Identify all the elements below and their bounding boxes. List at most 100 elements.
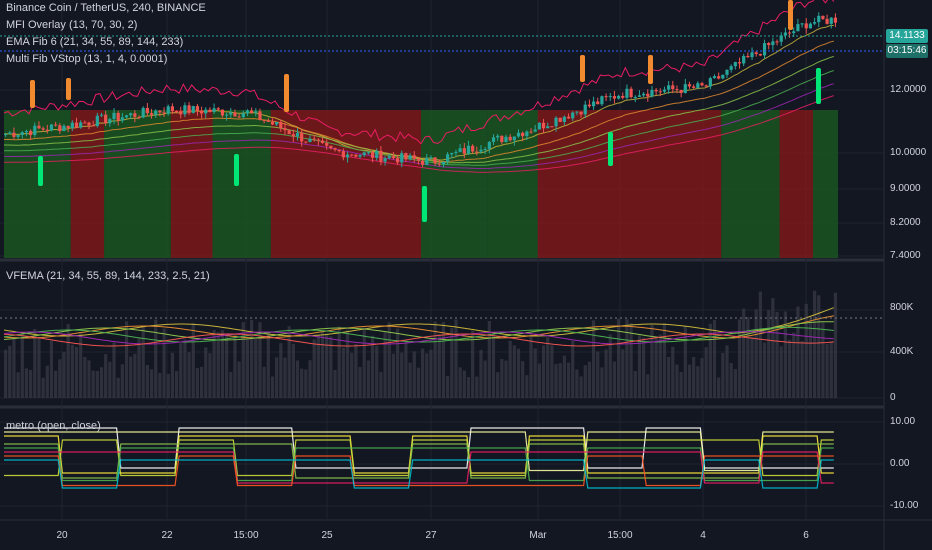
volume-bar	[400, 352, 404, 398]
candle-body	[771, 41, 775, 46]
indicator-mfi-overlay[interactable]: MFI Overlay (13, 70, 30, 2)	[6, 19, 138, 31]
candle-body	[308, 138, 312, 143]
volume-bar	[579, 376, 583, 398]
time-tick: Mar	[529, 530, 547, 541]
sell-signal-bar	[422, 186, 427, 222]
volume-bar	[541, 345, 546, 398]
candle-body	[287, 130, 291, 135]
volume-bar	[74, 347, 79, 398]
candle-body	[812, 22, 817, 24]
symbol-title[interactable]: Binance Coin / TetherUS, 240, BINANCE	[6, 2, 206, 14]
volume-bar	[337, 326, 341, 398]
candle-body	[170, 106, 174, 111]
volume-bar	[654, 337, 658, 398]
candle-body	[341, 151, 345, 158]
volume-bar	[58, 359, 62, 398]
candle-body	[95, 115, 99, 127]
candle-body	[500, 135, 504, 143]
candle-body	[767, 43, 771, 46]
candle-body	[433, 157, 437, 164]
candle-body	[216, 108, 220, 110]
volume-bar	[183, 339, 187, 398]
indicator-multi-fib-vstop[interactable]: Multi Fib VStop (13, 1, 4, 0.0001)	[6, 53, 168, 65]
volume-bar	[275, 357, 279, 398]
candle-body	[796, 24, 800, 32]
volume-bar	[742, 308, 746, 398]
volume-bar	[145, 364, 149, 398]
metro-tick: 10.00	[890, 416, 916, 427]
indicator-ema-fib[interactable]: EMA Fib 6 (21, 34, 55, 89, 144, 233)	[6, 36, 184, 48]
candle-body	[629, 88, 633, 98]
volume-bar	[500, 358, 504, 398]
candle-body	[733, 62, 737, 67]
volume-bar	[104, 354, 108, 398]
candle-body	[525, 131, 529, 137]
volume-bar	[195, 367, 200, 398]
volume-bar	[462, 370, 466, 398]
indicator-metro[interactable]: metro (open, close)	[6, 420, 101, 432]
volume-bar	[362, 327, 366, 398]
volume-bar	[220, 330, 225, 398]
volume-bar	[370, 335, 375, 398]
candle-body	[104, 114, 108, 124]
candle-body	[250, 110, 254, 113]
volume-bar	[37, 337, 41, 398]
volume-bar	[712, 320, 717, 398]
candle-body	[658, 91, 662, 93]
volume-bar	[312, 339, 316, 398]
candle-body	[195, 106, 200, 111]
volume-bar	[174, 371, 179, 398]
candle-body	[79, 122, 83, 128]
candle-body	[437, 163, 441, 165]
volume-bar	[421, 348, 425, 398]
volume-bar	[99, 367, 104, 398]
volume-bar	[733, 369, 737, 398]
candle-body	[737, 62, 742, 64]
volume-bar	[179, 343, 183, 398]
candle-body	[479, 149, 483, 152]
volume-bar	[466, 377, 471, 398]
volume-bar	[612, 361, 617, 398]
candle-body	[370, 152, 375, 158]
volume-bar	[558, 363, 562, 398]
candle-body	[637, 95, 642, 97]
volume-bar	[212, 329, 216, 398]
volume-bar	[229, 372, 233, 398]
volume-bar	[350, 352, 354, 398]
volume-bar	[129, 356, 133, 398]
candle-body	[550, 126, 554, 128]
volume-bar	[120, 364, 124, 398]
candle-body	[4, 134, 8, 136]
volume-bar	[54, 370, 58, 398]
candle-body	[337, 149, 341, 152]
volume-bar	[446, 375, 450, 398]
candle-body	[687, 84, 692, 87]
indicator-vfema[interactable]: VFEMA (21, 34, 55, 89, 144, 233, 2.5, 21…	[6, 270, 210, 282]
signal-zone	[537, 110, 722, 258]
volume-bar	[529, 331, 533, 398]
volume-bar	[537, 363, 541, 398]
volume-bar	[124, 321, 129, 398]
candle-body	[787, 32, 792, 34]
volume-bar	[516, 348, 521, 398]
volume-tick: 800K	[890, 302, 914, 313]
candle-body	[91, 125, 95, 127]
candle-body	[204, 109, 208, 114]
volume-bar	[287, 326, 291, 398]
candle-body	[325, 143, 329, 146]
candle-body	[283, 128, 287, 131]
candle-body	[491, 137, 496, 142]
candle-body	[429, 157, 433, 159]
volume-bar	[133, 353, 137, 398]
volume-bar	[358, 367, 362, 398]
volume-bar	[191, 322, 195, 398]
volume-bar	[725, 345, 729, 398]
candle-body	[775, 41, 779, 43]
candle-body	[16, 134, 20, 137]
candle-body	[8, 132, 12, 135]
candle-body	[166, 106, 170, 114]
volume-bar	[41, 377, 45, 398]
volume-bar	[812, 290, 817, 398]
